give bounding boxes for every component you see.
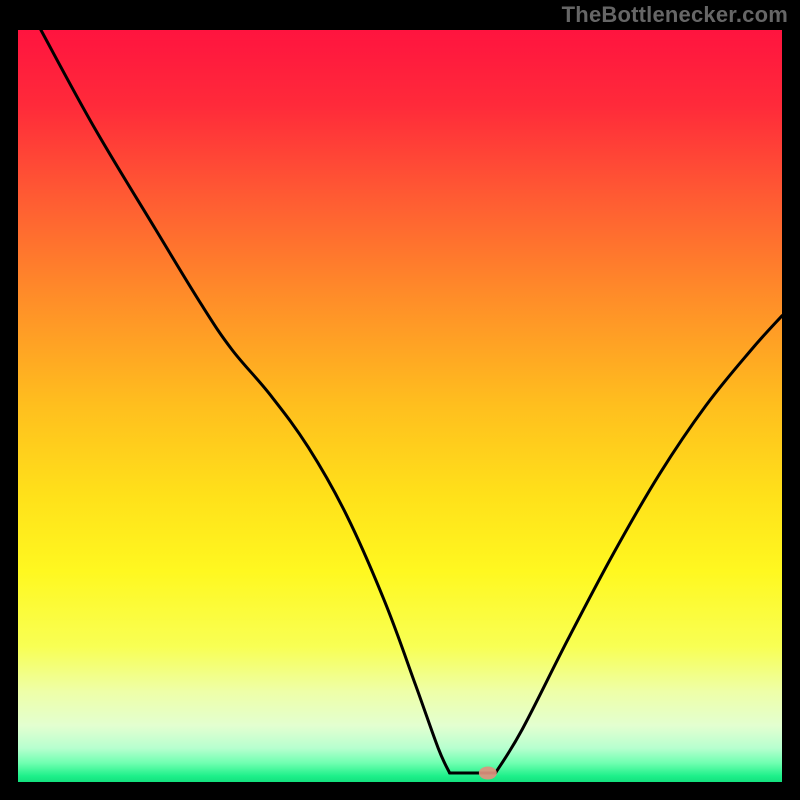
chart-container: { "watermark": { "text": "TheBottlenecke… <box>0 0 800 800</box>
bottleneck-chart <box>0 0 800 800</box>
watermark-text: TheBottlenecker.com <box>562 2 788 28</box>
